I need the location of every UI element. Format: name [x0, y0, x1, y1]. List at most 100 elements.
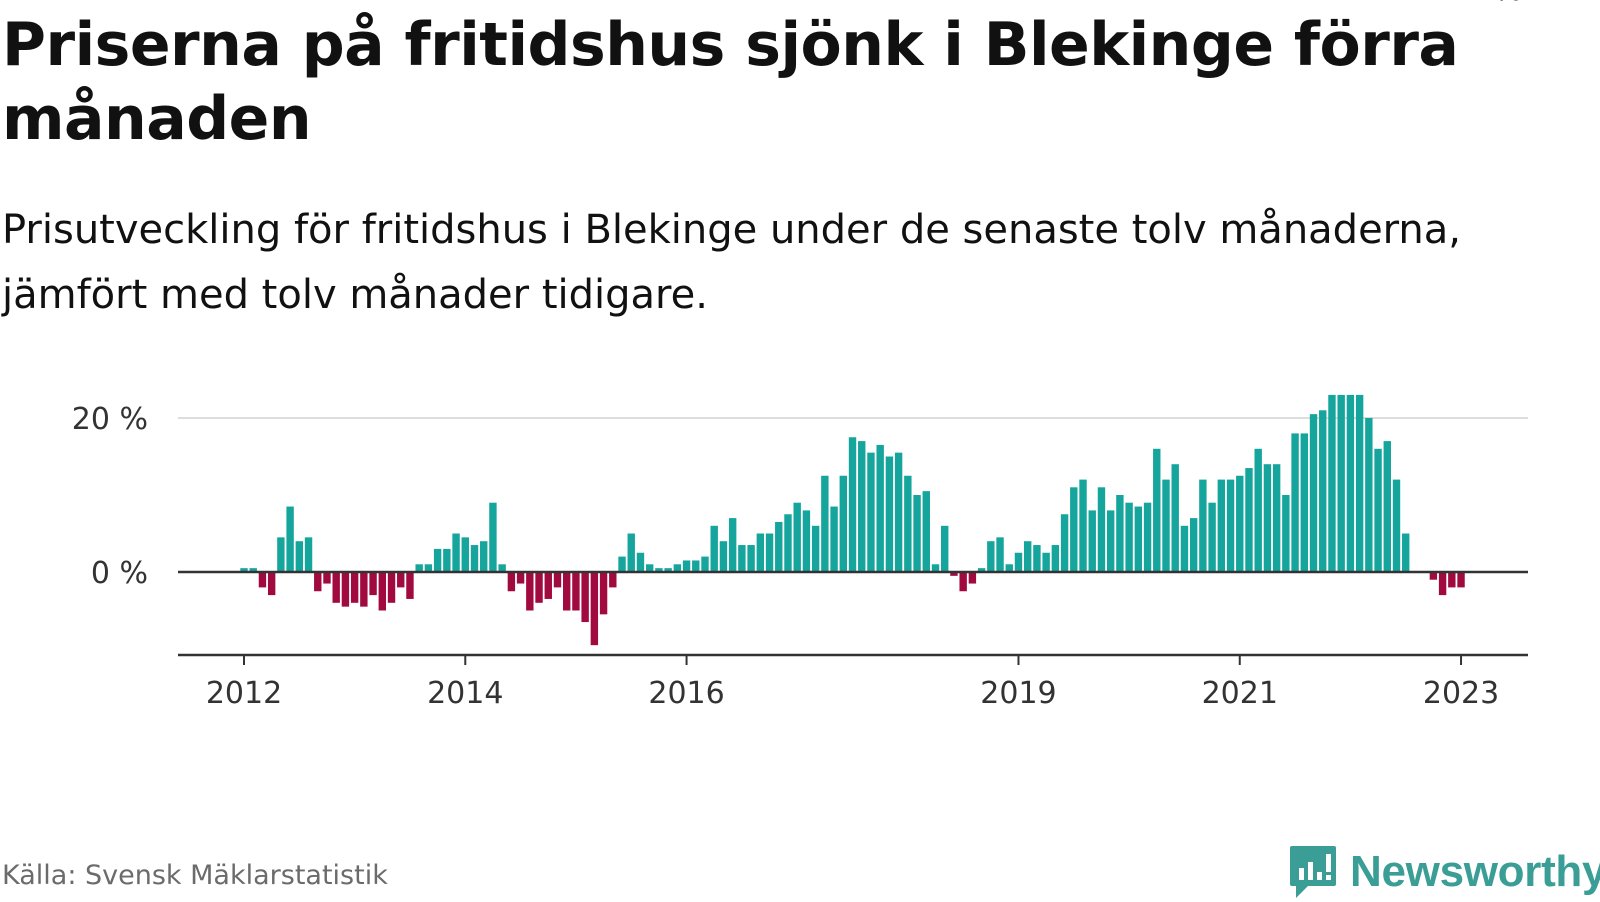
bar: [747, 545, 755, 572]
bar: [295, 541, 304, 572]
bar: [839, 475, 847, 572]
brand-logo: Newsworthy: [1288, 842, 1600, 902]
bar: [1402, 533, 1410, 572]
bar: [867, 452, 875, 572]
bar: [885, 456, 894, 572]
bar: [1355, 394, 1364, 572]
bar: [461, 537, 469, 572]
bar: [590, 572, 599, 646]
bar: [728, 518, 737, 572]
bar: [1300, 433, 1308, 572]
chart-subtitle: Prisutveckling för fritidshus i Blekinge…: [2, 207, 1462, 318]
bar: [452, 533, 460, 572]
bar: [913, 495, 921, 572]
bar: [627, 533, 635, 572]
bar: [1291, 433, 1299, 572]
bar: [1282, 495, 1290, 572]
bar: [240, 568, 248, 572]
bar: [1143, 502, 1152, 572]
bar: [618, 556, 626, 572]
bar: [1457, 572, 1465, 588]
bar: [821, 475, 829, 572]
bar: [738, 545, 746, 572]
bar: [424, 564, 433, 572]
brand-name: Newsworthy: [1350, 847, 1600, 896]
bar: [489, 502, 497, 572]
bar: [572, 572, 580, 611]
bar: [858, 441, 866, 572]
bar: [535, 572, 543, 603]
y-tick-label: 0 %: [91, 556, 148, 591]
bar: [350, 572, 359, 603]
bar: [1429, 572, 1438, 580]
bar: [498, 564, 506, 572]
bar: [286, 506, 294, 572]
bar: [1162, 479, 1170, 572]
bar: [516, 572, 525, 584]
bar: [526, 572, 534, 611]
bar: [682, 560, 691, 572]
bar: [1365, 418, 1373, 572]
bar: [894, 452, 903, 572]
bar: [1346, 394, 1355, 572]
x-tick-label: 2023: [1423, 676, 1499, 711]
bar: [360, 572, 368, 607]
bar: [1180, 525, 1189, 572]
chart-title: Priserna på fritidshus sjönk i Blekinge …: [2, 10, 1459, 154]
bar: [1189, 518, 1198, 572]
x-tick-label: 2012: [206, 676, 282, 711]
bar: [258, 572, 267, 588]
bar: [765, 533, 774, 572]
bar: [673, 564, 682, 572]
bar: [811, 525, 820, 572]
bar: [710, 525, 718, 572]
bar: [507, 572, 516, 592]
bar: [1042, 552, 1050, 572]
bar: [719, 541, 728, 572]
bar: [1383, 441, 1391, 572]
bar: [599, 572, 608, 615]
bar: [1272, 464, 1281, 572]
bar: [1097, 487, 1106, 572]
bar: [793, 502, 801, 572]
x-tick-label: 2016: [648, 676, 724, 711]
bar: [314, 572, 322, 592]
bar: [433, 548, 442, 572]
bar: [1263, 464, 1272, 572]
bar: [267, 572, 276, 596]
bar: [664, 568, 672, 572]
bar: [1337, 394, 1345, 572]
bar: [1079, 479, 1087, 572]
bar: [941, 525, 949, 572]
bar: [950, 572, 958, 576]
bar: [1024, 541, 1032, 572]
bar: [1116, 495, 1124, 572]
axis-labels: 0 % 20 % 2012 2014 2016 2019 2021 2023 −2 %: [72, 0, 1523, 711]
newsworthy-logo-icon: [1290, 846, 1336, 898]
bar: [1060, 514, 1069, 572]
bar: [1208, 502, 1216, 572]
bar: [1392, 479, 1401, 572]
bar: [904, 475, 912, 572]
bar: [1309, 414, 1318, 572]
bar: [1125, 502, 1133, 572]
bar: [480, 541, 488, 572]
bar: [968, 572, 977, 584]
bar: [1005, 564, 1013, 572]
bar: [1236, 475, 1244, 572]
bar: [341, 572, 350, 607]
bar: [959, 572, 967, 592]
bar: [470, 545, 479, 572]
source-note: Källa: Svensk Mäklarstatistik: [2, 860, 388, 891]
bar: [553, 572, 562, 588]
bar: [609, 572, 617, 588]
bar: [996, 537, 1004, 572]
bar: [802, 510, 811, 572]
x-tick-label: 2014: [427, 676, 503, 711]
bar: [1374, 448, 1382, 572]
bar: [1438, 572, 1447, 596]
bar: [1319, 410, 1327, 572]
bar: [1226, 479, 1235, 572]
bar: [1171, 464, 1179, 572]
bar: [544, 572, 552, 599]
